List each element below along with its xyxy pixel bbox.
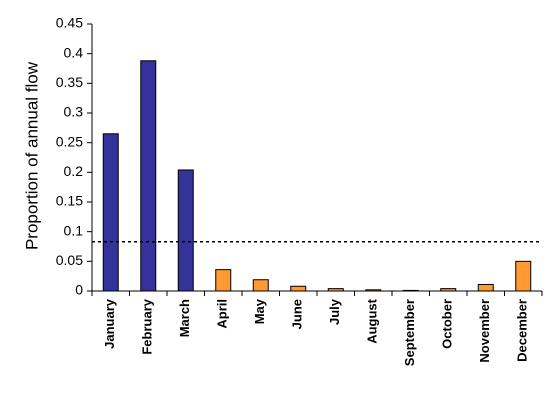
x-tick-label: January <box>102 298 117 349</box>
y-tick-label: 0.25 <box>56 133 83 149</box>
bar-january <box>102 133 119 292</box>
x-tick-label: December <box>515 299 530 362</box>
y-tick-label: 0.35 <box>56 74 83 90</box>
x-tick-label: July <box>327 298 342 325</box>
bar-december <box>515 260 532 292</box>
x-tick-label: October <box>440 299 455 349</box>
y-tick-label: 0.45 <box>56 15 83 31</box>
y-axis-label: Proportion of annual flow <box>22 61 41 250</box>
y-tick-label: 0.1 <box>64 222 84 238</box>
y-tick-label: 0.2 <box>64 163 84 179</box>
bar-april <box>215 269 232 292</box>
x-tick-label: February <box>140 298 155 354</box>
x-tick-label: May <box>252 298 267 324</box>
x-tick-label: March <box>177 299 192 337</box>
bar-may <box>252 279 269 292</box>
bar-march <box>177 169 194 292</box>
y-tick-label: 0 <box>75 282 83 298</box>
y-tick-label: 0.4 <box>64 44 84 60</box>
x-tick-label: September <box>402 299 417 366</box>
y-axis-label-group: Proportion of annual flow <box>22 61 41 250</box>
y-tick-label: 0.15 <box>56 193 83 209</box>
y-tick-label: 0.3 <box>64 104 84 120</box>
x-tick-label: June <box>290 299 305 329</box>
y-axis-ticks: 0 0.05 0.1 0.15 0.2 0.25 0.3 0.35 0.4 0.45 <box>56 15 92 298</box>
x-tick-label: August <box>365 298 380 343</box>
bar-november <box>477 283 494 292</box>
x-tick-label: November <box>477 299 492 363</box>
bar-february <box>140 60 157 292</box>
bars <box>102 60 532 292</box>
x-axis-ticks: January February March April May June July Augu… <box>91 291 543 366</box>
y-tick-label: 0.05 <box>56 252 83 268</box>
x-tick-label: April <box>215 299 230 329</box>
bar-june <box>290 285 307 292</box>
